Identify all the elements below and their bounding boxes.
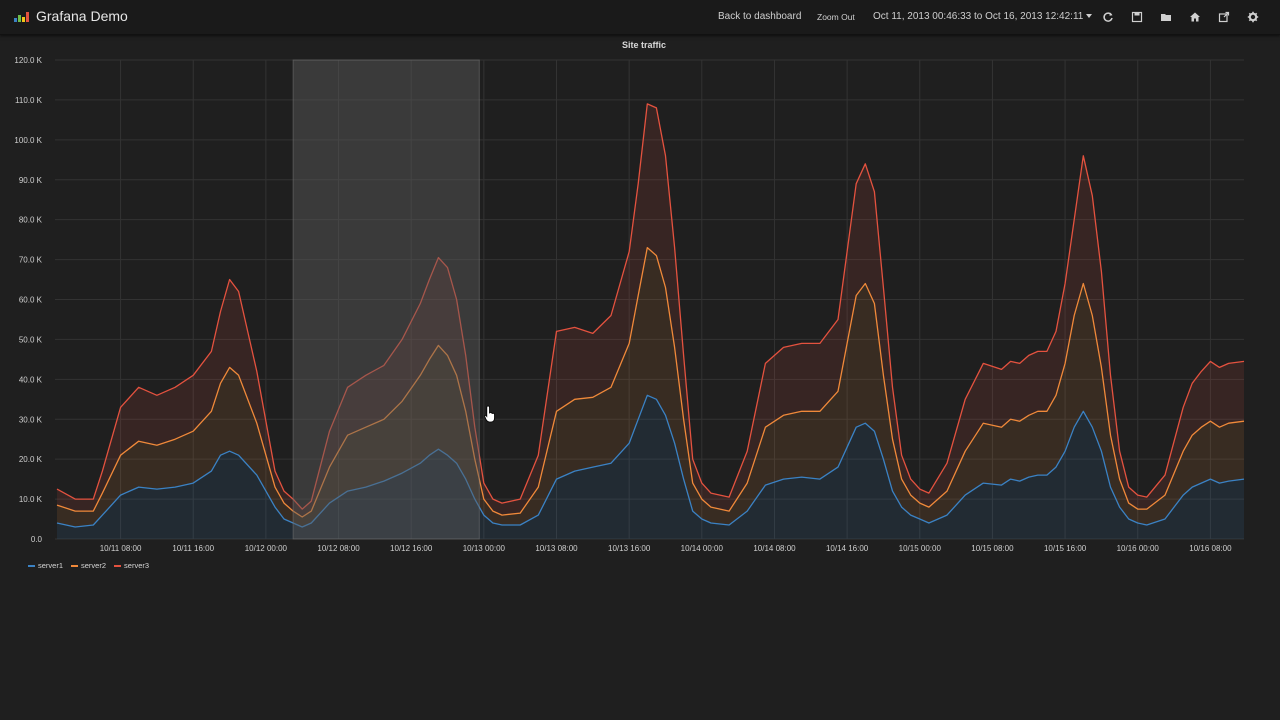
top-navbar: Grafana Demo Back to dashboard Zoom Out … [0, 0, 1280, 35]
x-tick-label: 10/12 00:00 [245, 544, 288, 553]
legend-item-server3[interactable]: server3 [114, 561, 149, 570]
zoom-out-button[interactable]: Zoom Out [817, 12, 855, 22]
hand-pointer-icon [484, 405, 495, 423]
legend-label: server1 [38, 561, 64, 570]
x-tick-label: 10/13 08:00 [535, 544, 578, 553]
y-tick-label: 70.0 K [19, 256, 43, 265]
y-tick-label: 50.0 K [19, 335, 43, 344]
y-tick-label: 20.0 K [19, 455, 43, 464]
x-tick-label: 10/14 16:00 [826, 544, 869, 553]
dashboard-title: Grafana Demo [36, 8, 128, 24]
x-tick-label: 10/11 08:00 [100, 544, 142, 553]
panel-title: Site traffic [621, 40, 666, 50]
settings-icon[interactable] [1247, 11, 1259, 23]
legend-item-server1[interactable]: server1 [28, 561, 63, 570]
legend-item-server2[interactable]: server2 [71, 561, 106, 570]
series-area-server3 [57, 103, 1244, 518]
chart-legend: server1 server2 server3 [28, 561, 149, 570]
save-icon[interactable] [1131, 11, 1143, 23]
x-tick-label: 10/15 00:00 [899, 544, 942, 553]
refresh-icon[interactable] [1102, 11, 1114, 23]
series-area-server2 [57, 247, 1244, 527]
y-tick-label: 120.0 K [14, 56, 42, 65]
grafana-logo-icon [14, 10, 32, 22]
x-tick-label: 10/15 08:00 [971, 544, 1014, 553]
x-tick-label: 10/15 16:00 [1044, 544, 1087, 553]
x-tick-label: 10/12 16:00 [390, 544, 433, 553]
legend-swatch [71, 564, 79, 567]
chevron-down-icon [1086, 14, 1093, 19]
y-tick-label: 40.0 K [19, 375, 43, 384]
x-tick-label: 10/13 00:00 [463, 544, 506, 553]
legend-swatch [28, 564, 35, 567]
back-to-dashboard-link[interactable]: Back to dashboard [718, 11, 802, 22]
x-tick-label: 10/11 16:00 [172, 544, 214, 553]
x-tick-label: 10/14 00:00 [681, 544, 724, 553]
x-tick-label: 10/14 08:00 [753, 544, 796, 553]
share-icon[interactable] [1218, 11, 1230, 23]
zoom-selection-overlay [292, 59, 480, 540]
x-tick-label: 10/16 00:00 [1117, 544, 1160, 553]
x-tick-label: 10/13 16:00 [608, 544, 651, 553]
series-line-server1 [56, 394, 1245, 528]
series-line-server2 [56, 246, 1245, 518]
y-tick-label: 80.0 K [19, 216, 43, 225]
time-range-label: Oct 11, 2013 00:46:33 to Oct 16, 2013 12… [873, 11, 1084, 22]
home-icon[interactable] [1189, 11, 1201, 23]
y-tick-label: 100.0 K [14, 136, 42, 145]
series-area-server1 [57, 395, 1244, 539]
legend-label: server2 [81, 561, 107, 570]
y-tick-label: 90.0 K [19, 176, 43, 185]
brand[interactable]: Grafana Demo [14, 8, 128, 24]
site-traffic-chart[interactable]: 0.0 10.0 K 20.0 K 30.0 K 40.0 K 50.0 K 60.0 K 7… [0, 50, 1280, 558]
y-tick-label: 60.0 K [19, 296, 43, 305]
legend-swatch [114, 564, 122, 567]
y-tick-label: 110.0 K [15, 96, 43, 105]
open-folder-icon[interactable] [1160, 11, 1172, 23]
y-tick-label: 30.0 K [19, 415, 43, 424]
x-tick-label: 10/12 08:00 [317, 544, 360, 553]
series-line-server3 [56, 103, 1245, 510]
x-tick-label: 10/16 08:00 [1189, 544, 1232, 553]
time-range-picker[interactable]: Oct 11, 2013 00:46:33 to Oct 16, 2013 12… [873, 11, 1093, 22]
legend-label: server3 [124, 561, 150, 570]
y-tick-label: 0.0 [31, 535, 43, 544]
y-tick-label: 10.0 K [19, 495, 43, 504]
